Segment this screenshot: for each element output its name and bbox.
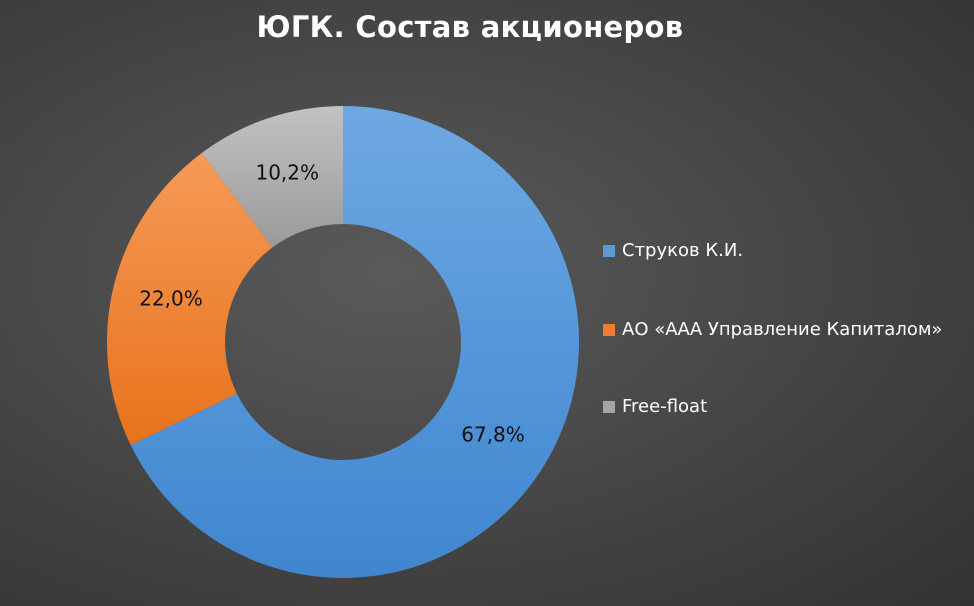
legend-swatch: [603, 400, 615, 413]
data-label-aaa: 22,0%: [139, 287, 203, 311]
data-label-strukov: 67,8%: [461, 422, 525, 446]
slice-strukov[interactable]: [130, 106, 579, 578]
legend-label: Free-float: [622, 396, 708, 417]
slice-free-float[interactable]: [201, 106, 343, 248]
legend-label: Струков К.И.: [622, 240, 744, 261]
donut-slices: [106, 106, 579, 578]
data-labels: 67,8% 22,0% 10,2%: [139, 161, 525, 447]
legend-item-free-float[interactable]: Free-float: [603, 396, 707, 417]
data-label-free-float: 10,2%: [255, 161, 319, 185]
legend-label: АО «ААА Управление Капиталом»: [622, 319, 943, 340]
chart-title: ЮГК. Состав акционеров: [256, 10, 684, 44]
legend-item-aaa[interactable]: АО «ААА Управление Капиталом»: [603, 319, 942, 340]
legend-item-strukov[interactable]: Струков К.И.: [603, 240, 743, 261]
legend-swatch: [603, 244, 615, 257]
legend-swatch: [603, 323, 615, 336]
slice-aaa[interactable]: [106, 152, 273, 446]
